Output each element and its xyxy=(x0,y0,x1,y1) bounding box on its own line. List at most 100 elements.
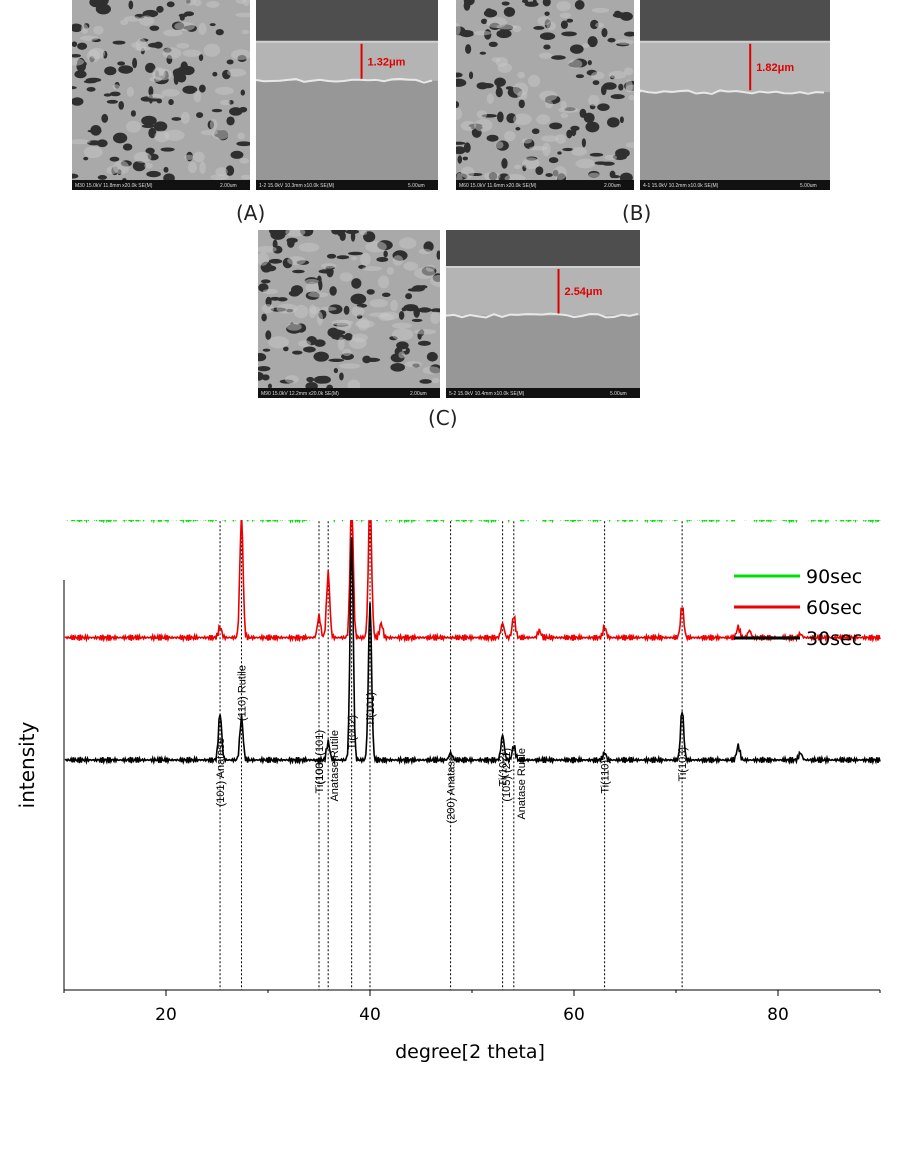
pore xyxy=(261,313,267,322)
pore xyxy=(592,80,600,86)
pore xyxy=(436,250,440,260)
pore xyxy=(215,28,224,36)
surface-grain xyxy=(308,304,317,319)
pore xyxy=(462,156,469,161)
surface-grain xyxy=(517,71,526,79)
surface-grain xyxy=(72,139,91,145)
pore xyxy=(212,71,218,77)
pore xyxy=(560,20,568,30)
pore xyxy=(177,69,192,74)
surface-grain xyxy=(133,151,152,163)
surface-grain xyxy=(305,282,320,293)
surface-grain xyxy=(235,12,250,18)
pore xyxy=(268,258,283,264)
sem-scale-label: 2.00um xyxy=(604,183,621,189)
surface-grain xyxy=(198,22,207,35)
surface-grain xyxy=(147,93,165,99)
surface-grain xyxy=(261,304,275,314)
surface-grain xyxy=(379,311,399,321)
vacuum-region xyxy=(256,0,438,42)
pore xyxy=(117,61,126,66)
x-tick-label: 80 xyxy=(767,1005,789,1025)
y-axis-title: intensity xyxy=(15,721,39,808)
surface-grain xyxy=(161,89,180,97)
pore xyxy=(618,83,624,91)
surface-grain xyxy=(386,266,394,275)
pore xyxy=(543,44,551,50)
surface-grain xyxy=(398,351,406,359)
pore xyxy=(198,54,204,62)
surface-grain xyxy=(342,348,352,357)
pore xyxy=(606,117,620,128)
surface-grain xyxy=(504,130,516,142)
surface-grain xyxy=(200,129,218,136)
vacuum-region xyxy=(446,230,640,267)
surface-grain xyxy=(391,322,413,329)
series-line-60sec xyxy=(64,520,881,643)
pore xyxy=(336,255,350,260)
sem-cross-section-a: 1.32μm 1-2 15.0kV 10.3mm x10.0k SE(M) 5.00… xyxy=(256,0,438,190)
pore xyxy=(545,173,553,177)
pore xyxy=(418,285,428,289)
surface-grain xyxy=(308,292,329,298)
sem-info-bar xyxy=(72,180,250,190)
oxide-layer xyxy=(446,266,640,316)
surface-grain xyxy=(138,15,155,26)
surface-grain xyxy=(460,166,475,179)
pore xyxy=(343,305,350,315)
surface-grain xyxy=(199,161,206,174)
pore xyxy=(405,347,410,354)
surface-grain xyxy=(285,230,306,237)
surface-grain xyxy=(174,21,195,32)
surface-grain xyxy=(287,256,306,266)
surface-grain xyxy=(349,337,367,349)
legend-label: 90sec xyxy=(806,566,862,588)
pore xyxy=(488,41,498,47)
peak-annotation: (110) Rutile xyxy=(236,665,248,721)
surface-grain xyxy=(608,70,627,79)
surface-grain xyxy=(553,166,567,181)
pore xyxy=(463,142,471,153)
surface-grain xyxy=(320,306,337,311)
surface-grain xyxy=(460,120,477,131)
surface-grain xyxy=(537,16,551,26)
pore xyxy=(456,141,466,145)
pore xyxy=(597,103,610,112)
surface-grain xyxy=(72,58,85,66)
surface-grain xyxy=(497,62,513,73)
surface-grain xyxy=(556,1,571,12)
pore xyxy=(550,55,566,60)
surface-grain xyxy=(392,255,404,266)
sem-scale-label: 5.00um xyxy=(408,183,425,189)
surface-grain xyxy=(241,29,250,35)
pore xyxy=(292,269,305,274)
pore xyxy=(328,358,345,362)
surface-grain xyxy=(378,275,390,289)
surface-grain xyxy=(135,46,151,51)
surface-grain xyxy=(258,252,269,266)
pore xyxy=(166,1,175,8)
panel-label-c: (C) xyxy=(428,406,458,430)
pore xyxy=(496,111,504,123)
pore xyxy=(130,110,136,117)
pore xyxy=(575,74,585,79)
pore xyxy=(587,36,598,48)
pore xyxy=(112,40,126,45)
thickness-label: 2.54μm xyxy=(565,286,603,298)
surface-grain xyxy=(316,311,324,326)
pore xyxy=(180,61,189,73)
surface-grain xyxy=(93,25,104,35)
surface-grain xyxy=(456,22,461,36)
surface-grain xyxy=(365,241,387,253)
surface-grain xyxy=(188,161,197,174)
surface-grain xyxy=(220,99,231,106)
pore xyxy=(548,157,559,164)
surface-grain xyxy=(237,132,245,140)
sem-info-bar xyxy=(256,180,438,190)
surface-grain xyxy=(425,264,436,272)
surface-grain xyxy=(126,86,134,97)
surface-grain xyxy=(339,363,361,369)
surface-grain xyxy=(555,133,567,144)
pore xyxy=(508,8,514,15)
pore xyxy=(72,97,84,106)
